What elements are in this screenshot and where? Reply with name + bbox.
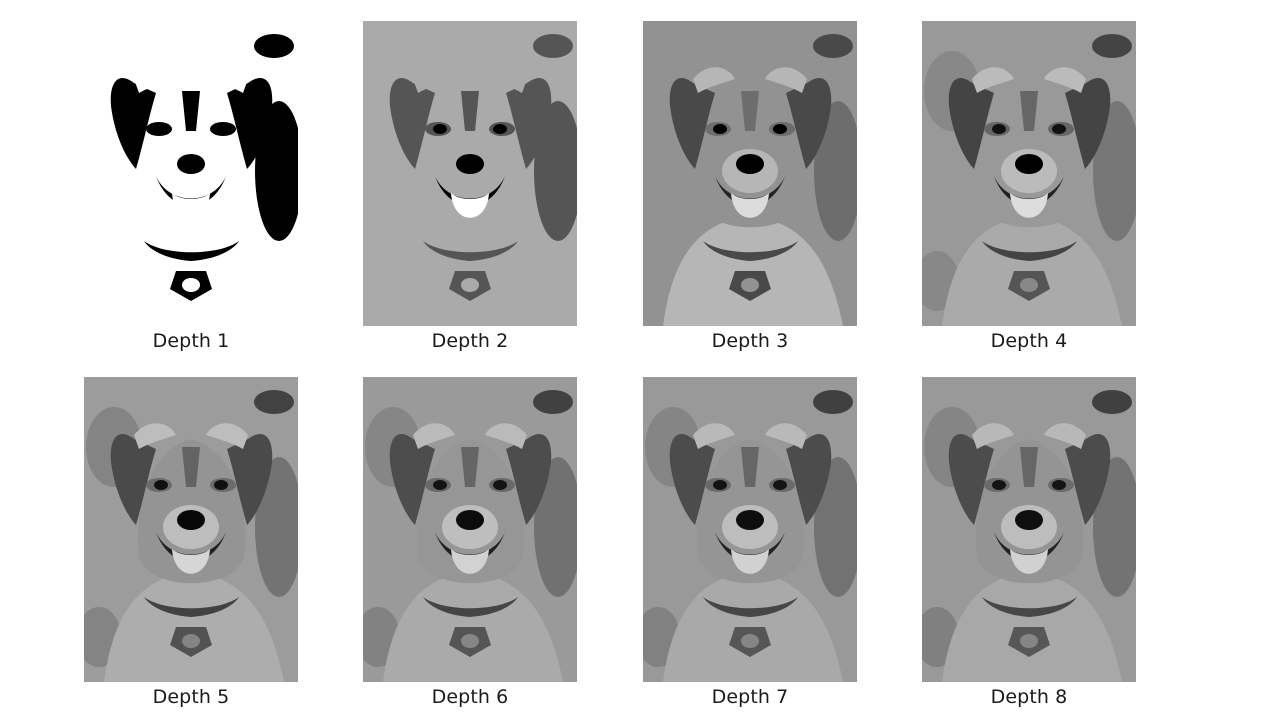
dog-photo-depth-5 xyxy=(84,377,298,682)
caption-depth-1: Depth 1 xyxy=(152,330,230,352)
dog-image xyxy=(922,21,1136,326)
dog-photo-depth-1 xyxy=(84,21,298,326)
dog-image xyxy=(84,377,298,682)
panel-depth-2: Depth 2 xyxy=(363,21,577,352)
caption-depth-8: Depth 8 xyxy=(990,686,1068,708)
dog-photo-depth-2 xyxy=(363,21,577,326)
panel-depth-1: Depth 1 xyxy=(84,21,298,352)
dog-image xyxy=(643,377,857,682)
caption-depth-5: Depth 5 xyxy=(152,686,230,708)
dog-photo-depth-8 xyxy=(922,377,1136,682)
dog-photo-depth-3 xyxy=(643,21,857,326)
dog-photo-depth-4 xyxy=(922,21,1136,326)
dog-photo-depth-6 xyxy=(363,377,577,682)
dog-image xyxy=(363,377,577,682)
panel-depth-3: Depth 3 xyxy=(643,21,857,352)
dog-image xyxy=(363,21,577,326)
caption-depth-4: Depth 4 xyxy=(990,330,1068,352)
dog-image xyxy=(84,21,298,326)
caption-depth-2: Depth 2 xyxy=(431,330,509,352)
caption-depth-6: Depth 6 xyxy=(431,686,509,708)
panel-depth-4: Depth 4 xyxy=(922,21,1136,352)
dog-photo-depth-7 xyxy=(643,377,857,682)
panel-depth-7: Depth 7 xyxy=(643,377,857,708)
caption-depth-3: Depth 3 xyxy=(711,330,789,352)
dog-image xyxy=(643,21,857,326)
panel-depth-6: Depth 6 xyxy=(363,377,577,708)
panel-depth-5: Depth 5 xyxy=(84,377,298,708)
dog-image xyxy=(922,377,1136,682)
panel-depth-8: Depth 8 xyxy=(922,377,1136,708)
caption-depth-7: Depth 7 xyxy=(711,686,789,708)
